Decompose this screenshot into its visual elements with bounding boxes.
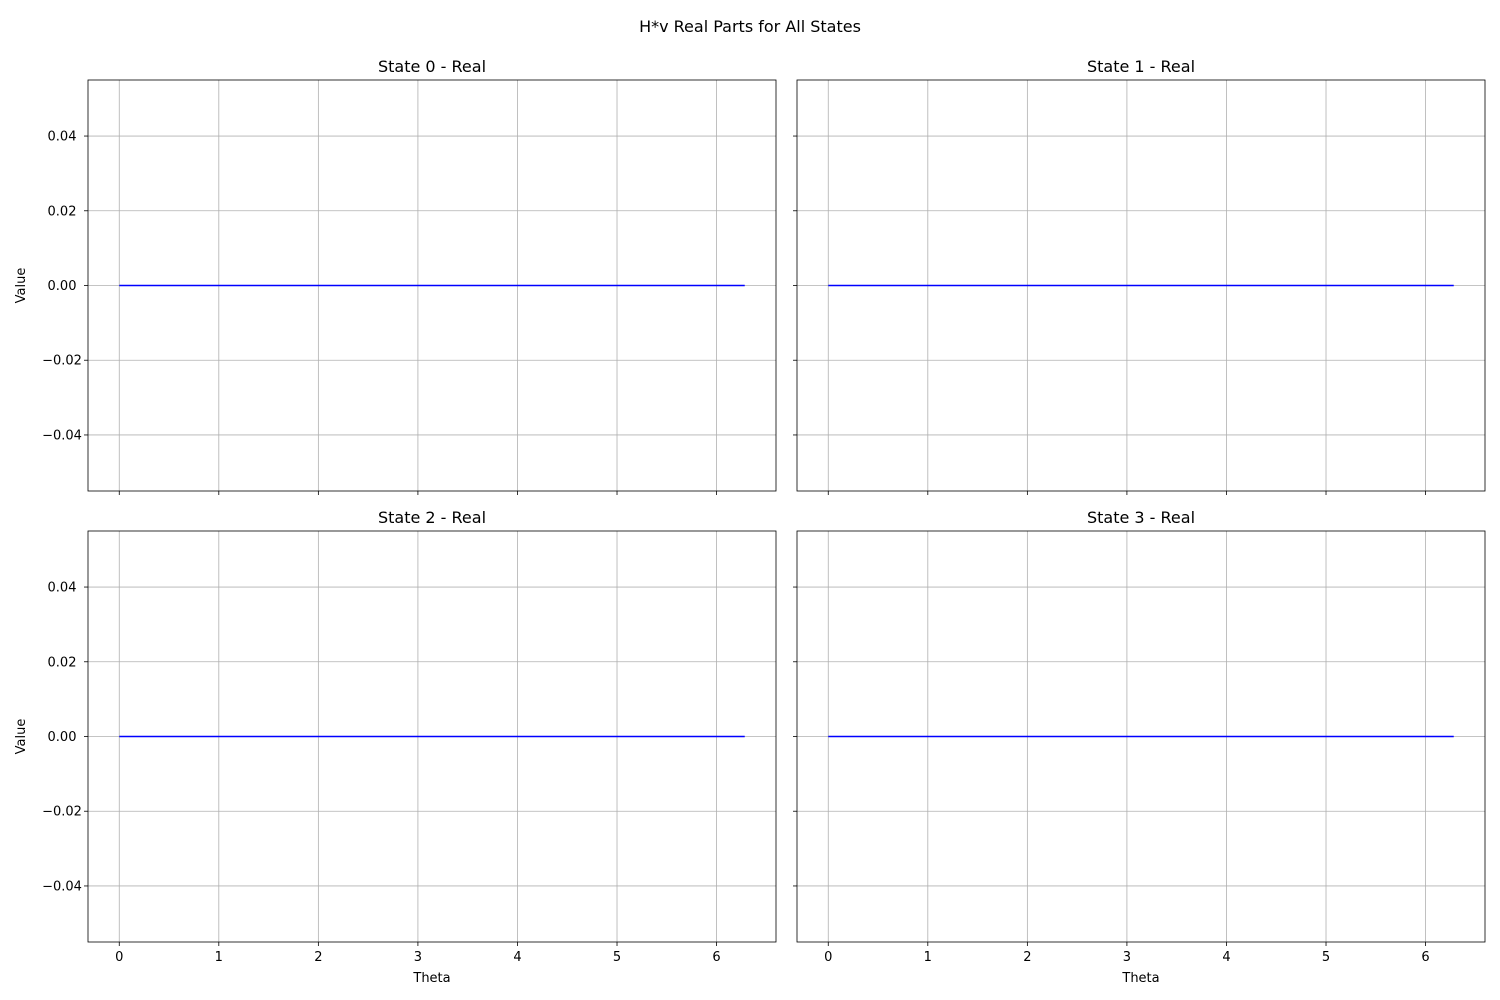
y-tick-label-3: −0.02: [42, 805, 82, 820]
subplot-title: State 3 - Real: [1087, 508, 1195, 527]
subplot-title: State 0 - Real: [378, 57, 486, 76]
y-tick-label-4: −0.04: [42, 428, 82, 443]
subplot-title: State 1 - Real: [1087, 57, 1195, 76]
subplot-title: State 2 - Real: [378, 508, 486, 527]
x-axis-label: Theta: [412, 971, 450, 986]
y-tick-label-1: 0.02: [48, 204, 77, 219]
y-tick-label-0: 0.04: [48, 130, 77, 145]
y-axis-label: Value: [14, 719, 29, 755]
y-tick-label-0: 0.04: [48, 581, 77, 596]
x-tick-label-2: 2: [314, 950, 322, 965]
subplot-1: State 1 - Real: [793, 57, 1486, 495]
x-tick-label-6: 6: [1421, 950, 1429, 965]
subplot-2: 0 1 2 3 4 5 6 0.04 0.02 0.00 −0.02 −0.04 State 2 - R…: [14, 508, 777, 986]
x-tick-label-0: 0: [824, 950, 832, 965]
x-tick-label-5: 5: [1322, 950, 1330, 965]
x-tick-label-6: 6: [712, 950, 720, 965]
x-tick-label-1: 1: [215, 950, 223, 965]
y-tick-label-3: −0.02: [42, 354, 82, 369]
figure-title: H*v Real Parts for All States: [639, 17, 861, 36]
y-tick-label-1: 0.02: [48, 655, 77, 670]
x-tick-label-4: 4: [513, 950, 521, 965]
x-tick-label-3: 3: [414, 950, 422, 965]
x-tick-label-1: 1: [924, 950, 932, 965]
x-tick-label-2: 2: [1023, 950, 1031, 965]
subplot-3: 0 1 2 3 4 5 6 State 3 - Real Theta: [793, 508, 1486, 986]
y-axis-label: Value: [14, 268, 29, 304]
y-tick-label-2: 0.00: [48, 279, 77, 294]
y-tick-label-4: −0.04: [42, 879, 82, 894]
x-axis-label: Theta: [1121, 971, 1159, 986]
x-tick-label-3: 3: [1123, 950, 1131, 965]
x-tick-label-5: 5: [613, 950, 621, 965]
x-tick-label-4: 4: [1222, 950, 1230, 965]
y-tick-label-2: 0.00: [48, 730, 77, 745]
x-tick-label-0: 0: [115, 950, 123, 965]
subplot-0: 0.04 0.02 0.00 −0.02 −0.04 State 0 - Real Valu…: [14, 57, 777, 495]
